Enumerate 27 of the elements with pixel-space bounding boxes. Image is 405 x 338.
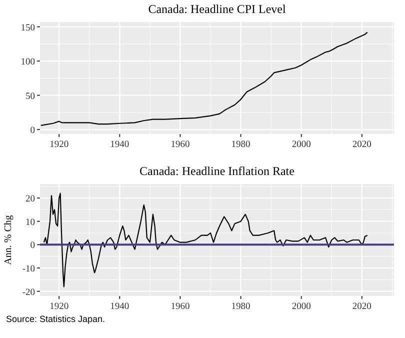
y-tick-label: -10 — [22, 264, 36, 274]
x-tick-label: 2020 — [352, 140, 372, 150]
x-tick-label: 1920 — [50, 140, 69, 150]
x-tick-label: 2020 — [352, 302, 372, 312]
y-tick-label: 0 — [30, 126, 36, 136]
y-tick-label: 150 — [20, 23, 36, 34]
y-tick-label: 0 — [30, 241, 36, 252]
x-tick-label: 1920 — [50, 302, 69, 312]
y-tick-label: 100 — [20, 58, 36, 68]
y-tick-label: 50 — [26, 92, 36, 102]
line-series — [40, 32, 368, 126]
y-axis-title: Ann. % Chg — [3, 215, 14, 265]
x-tick-label: 1960 — [170, 302, 190, 312]
x-tick-label: 1980 — [231, 140, 251, 150]
y-tick-label: 10 — [26, 218, 36, 228]
y-tick-label: -20 — [22, 288, 36, 298]
chart-title: Canada: Headline CPI Level — [148, 2, 286, 16]
x-tick-label: 2000 — [292, 302, 312, 312]
x-tick-label: 1940 — [110, 140, 130, 150]
x-tick-label: 1960 — [170, 140, 190, 150]
y-tick-label: 20 — [26, 194, 36, 204]
chart-title: Canada: Headline Inflation Rate — [140, 164, 294, 178]
source-note: Source: Statistics Japan. — [6, 314, 106, 324]
x-tick-label: 2000 — [292, 140, 312, 150]
line-series — [43, 192, 368, 288]
x-tick-label: 1980 — [231, 302, 251, 312]
x-tick-label: 1940 — [110, 302, 130, 312]
